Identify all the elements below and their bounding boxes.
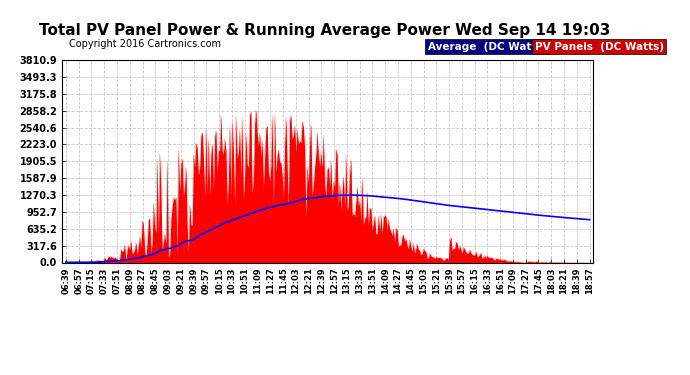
Text: Total PV Panel Power & Running Average Power Wed Sep 14 19:03: Total PV Panel Power & Running Average P… [39,22,610,38]
Text: Average  (DC Watts): Average (DC Watts) [428,42,547,52]
Text: Copyright 2016 Cartronics.com: Copyright 2016 Cartronics.com [69,39,221,49]
Text: PV Panels  (DC Watts): PV Panels (DC Watts) [535,42,664,52]
